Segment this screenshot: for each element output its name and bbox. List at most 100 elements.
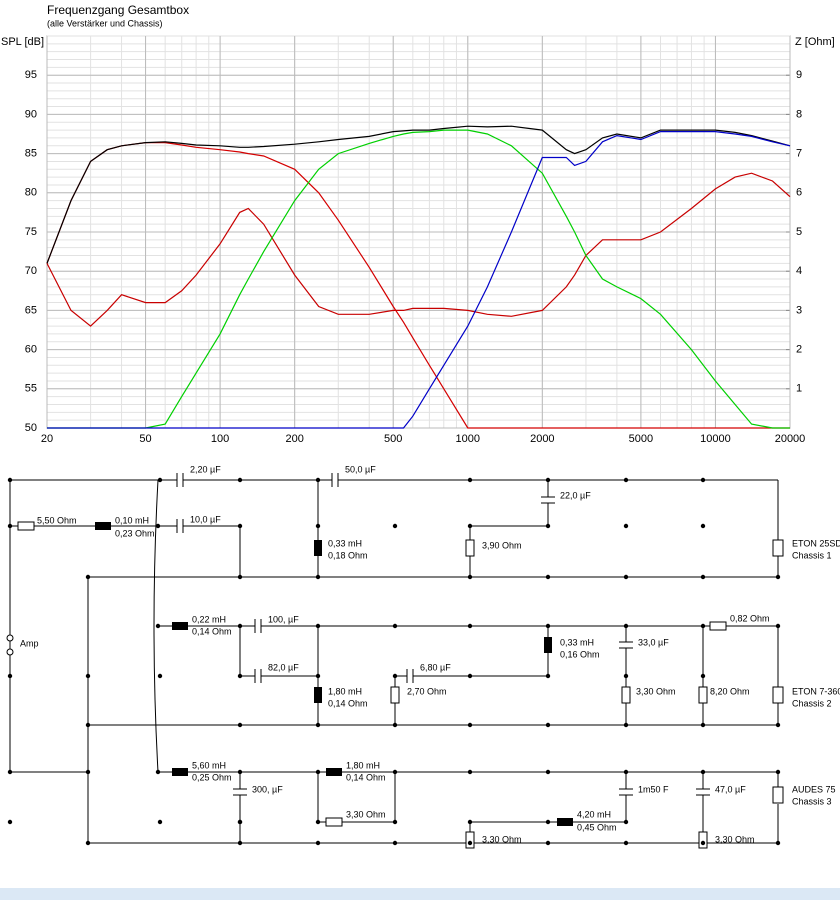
junction (237, 623, 243, 629)
junction (315, 819, 321, 825)
chart-title: Frequenzgang Gesamtbox (47, 3, 189, 17)
component-label: 22,0 µF (560, 490, 591, 500)
junction (623, 840, 629, 846)
junction (700, 722, 706, 728)
junction (700, 840, 706, 846)
junction (237, 722, 243, 728)
junction (157, 477, 163, 483)
cap-gap (696, 789, 710, 795)
junction (545, 722, 551, 728)
component-label: 3,90 Ohm (482, 540, 522, 550)
component-label: 2,20 µF (190, 464, 221, 474)
junction (155, 623, 161, 629)
inductor (314, 687, 322, 703)
cap-gap (541, 497, 555, 503)
component-label: 0,18 Ohm (328, 550, 368, 560)
cap-gap (177, 519, 183, 533)
junction (237, 819, 243, 825)
inductor (326, 768, 342, 776)
bus-curve (153, 479, 159, 773)
component-label: ETON 25SD (792, 538, 840, 548)
junction (545, 623, 551, 629)
series-line (46, 142, 790, 429)
y-tick-label: 65 (25, 304, 37, 316)
junction (315, 477, 321, 483)
y-axis-label: SPL [dB] (1, 36, 44, 48)
y2-tick-label: 6 (796, 187, 802, 199)
junction (157, 819, 163, 825)
component-label: 1,80 mH (346, 760, 380, 770)
junction (157, 673, 163, 679)
component-label: Amp (20, 638, 39, 648)
component-label: 8,20 Ohm (710, 686, 750, 696)
x-tick-label: 50 (139, 433, 151, 445)
junction (315, 673, 321, 679)
junction (237, 673, 243, 679)
junction (237, 769, 243, 775)
x-tick-label: 1000 (456, 433, 480, 445)
resistor (390, 686, 400, 704)
junction (392, 722, 398, 728)
resistor (709, 621, 727, 631)
component-label: Chassis 2 (792, 698, 832, 708)
junction (85, 722, 91, 728)
junction (315, 523, 321, 529)
inductor (172, 622, 188, 630)
resistor (621, 686, 631, 704)
y-tick-label: 70 (25, 265, 37, 277)
junction (7, 819, 13, 825)
speaker (772, 686, 784, 704)
junction (237, 523, 243, 529)
component-label: 0,82 Ohm (730, 613, 770, 623)
speaker (772, 539, 784, 557)
junction (392, 840, 398, 846)
y-tick-label: 75 (25, 226, 37, 238)
component-label: 100, µF (268, 614, 299, 624)
series-line (46, 125, 791, 264)
component-label: 3,30 Ohm (636, 686, 676, 696)
terminal (6, 634, 14, 642)
y2-tick-label: 8 (796, 108, 802, 120)
schematic: 5,50 Ohm 0,10 mH 0,23 Ohm 2,20 µF 10,0 µF 50,… (6, 464, 840, 849)
y2-tick-label: 5 (796, 226, 802, 238)
component-label: 1,80 mH (328, 686, 362, 696)
junction (545, 819, 551, 825)
junction (623, 673, 629, 679)
inductor (95, 522, 111, 530)
junction (700, 574, 706, 580)
resistor (325, 817, 343, 827)
junction (623, 523, 629, 529)
cap-gap (407, 669, 413, 683)
junction (467, 840, 473, 846)
junction (623, 623, 629, 629)
series-line (47, 129, 790, 429)
junction (467, 722, 473, 728)
junction (545, 840, 551, 846)
x-tick-label: 20000 (775, 433, 806, 445)
junction (392, 819, 398, 825)
resistor (698, 686, 708, 704)
y-tick-label: 95 (25, 69, 37, 81)
junction (392, 673, 398, 679)
junction (315, 722, 321, 728)
junction (392, 769, 398, 775)
cap-gap (255, 619, 261, 633)
component-label: 0,14 Ohm (192, 626, 232, 636)
component-label: 50,0 µF (345, 464, 376, 474)
junction (775, 769, 781, 775)
terminal (6, 648, 14, 656)
junction (623, 722, 629, 728)
series-line (47, 131, 791, 429)
junction (775, 840, 781, 846)
junction (467, 477, 473, 483)
y2-tick-label: 2 (796, 344, 802, 356)
component-label: 0,33 mH (560, 637, 594, 647)
junction (700, 673, 706, 679)
junction (700, 477, 706, 483)
cap-gap (177, 473, 183, 487)
component-label: AUDES 75 (792, 784, 836, 794)
junction (237, 840, 243, 846)
junction (315, 574, 321, 580)
cap-gap (233, 789, 247, 795)
